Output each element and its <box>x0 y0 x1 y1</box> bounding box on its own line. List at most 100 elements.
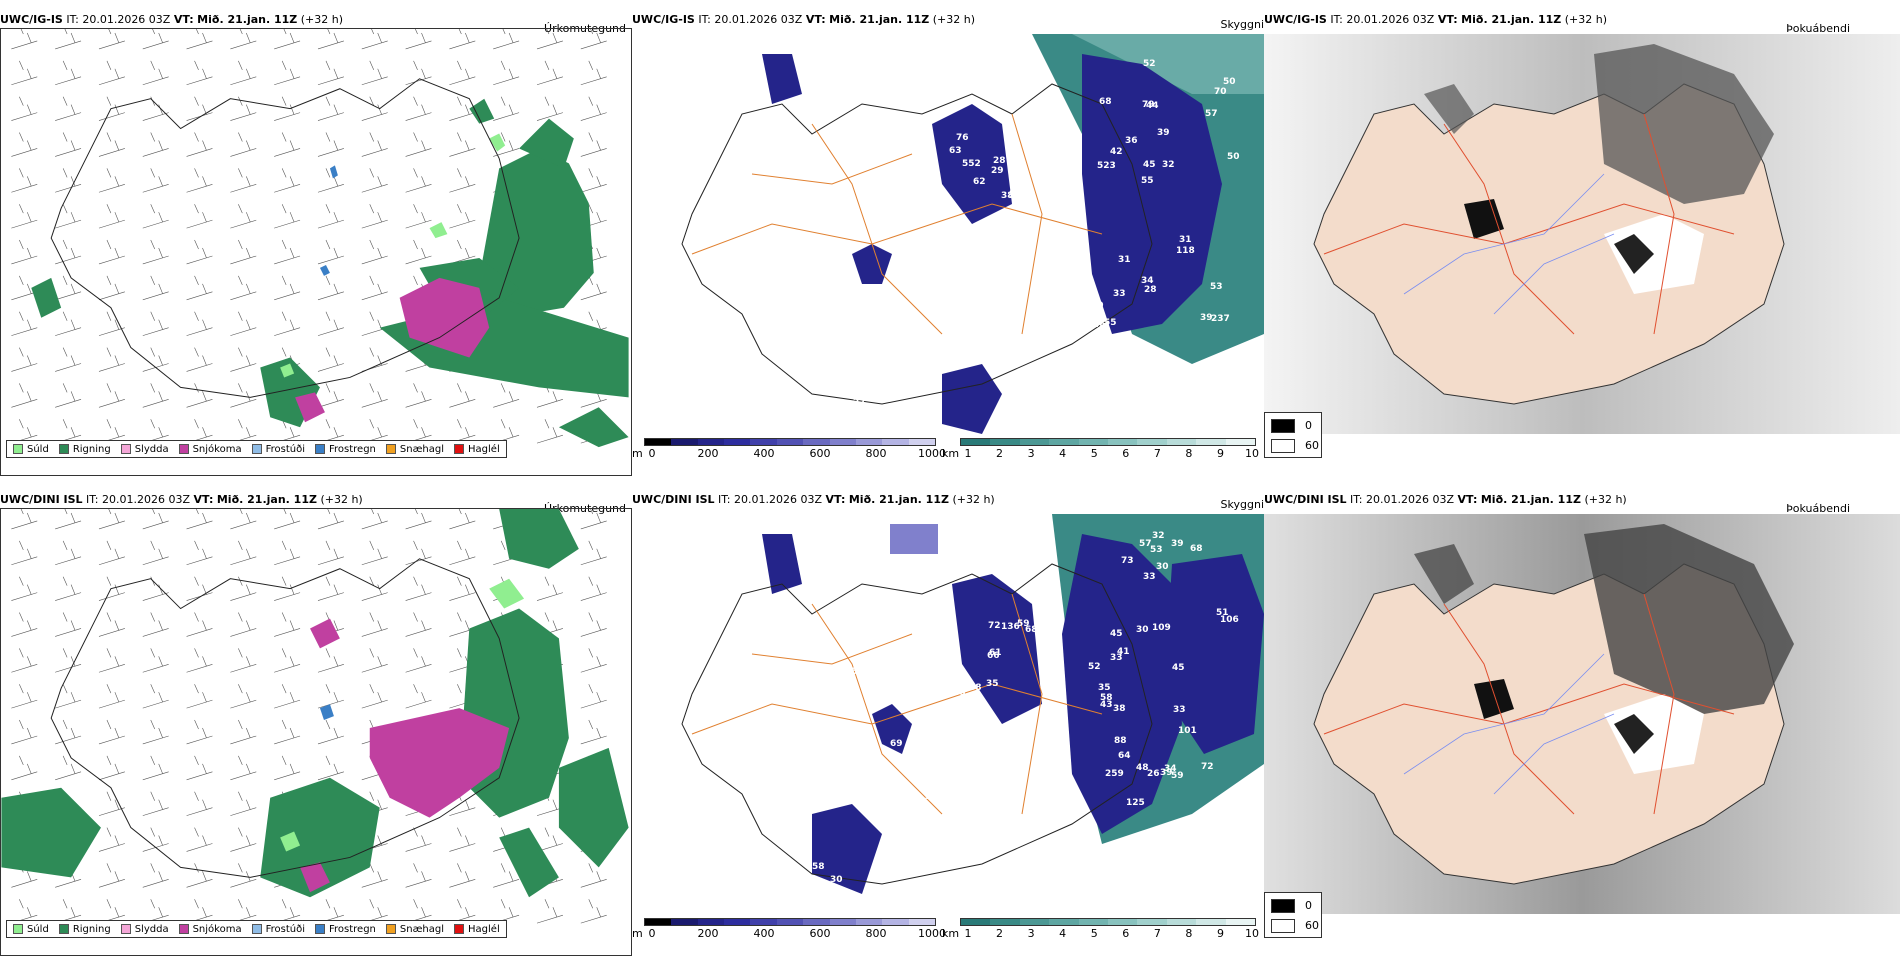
wind-barb <box>11 648 38 673</box>
vis-tick-label: 2 <box>996 927 1004 940</box>
terrain-colorbar-bar <box>644 918 936 926</box>
legend-item: Rigning <box>58 444 111 455</box>
terrain-tick-label: 600 <box>809 927 831 940</box>
visibility-value: 46 <box>804 155 817 165</box>
wind-barb <box>317 648 344 673</box>
wind-barb <box>580 132 607 157</box>
visibility-value: 29 <box>991 166 1004 176</box>
visibility-value: 45 <box>1110 629 1123 639</box>
legend-swatch <box>454 924 465 934</box>
visibility-value: 69 <box>890 739 903 749</box>
terrain-tick-label: 400 <box>753 927 775 940</box>
terrain-colorbar-segment <box>724 919 751 925</box>
vt-value: Mið. 21.jan. 11Z <box>197 13 298 26</box>
wind-barb <box>361 239 388 265</box>
precip-freezing-areas <box>319 165 338 276</box>
visibility-value: 106 <box>1220 615 1239 625</box>
panel-header: UWC/DINI ISL IT: 20.01.2026 03Z VT: Mið.… <box>632 492 995 508</box>
wind-barb <box>11 755 38 781</box>
wind-barb <box>142 275 169 301</box>
visibility-value: 29 <box>735 720 748 730</box>
wind-barb <box>230 576 257 601</box>
legend-item: Snjókoma <box>178 924 242 935</box>
vt-value: Mið. 21.jan. 11Z <box>848 493 949 506</box>
legend-item: Súld <box>13 444 49 455</box>
visibility-value: 32 <box>1152 531 1165 541</box>
vis-colorbar-segment <box>990 919 1020 925</box>
visibility-value: 76 <box>956 133 969 143</box>
terrain-unit: m <box>632 447 643 460</box>
wind-barb <box>98 827 125 852</box>
sea-area-north <box>890 524 938 554</box>
vis-tick-label: 9 <box>1216 447 1224 460</box>
terrain-colorbar-segment <box>697 439 725 445</box>
visibility-value: 101 <box>1178 726 1197 736</box>
visibility-value: 30 <box>1136 625 1149 635</box>
vis-tick-label: 2 <box>996 447 1004 460</box>
wind-barb <box>142 311 169 336</box>
terrain-colorbar: m 0 200 400 600 800 1000 <box>632 438 946 462</box>
wind-barb <box>186 132 213 157</box>
visibility-value: 107 <box>898 76 917 86</box>
vis-colorbar-segment <box>1225 919 1256 925</box>
it-label: IT: <box>698 13 711 26</box>
rivers <box>1403 173 1615 315</box>
wind-barb <box>361 29 388 50</box>
terrain-colorbar-segment <box>645 919 672 925</box>
wind-barb <box>317 29 344 50</box>
wind-barb <box>449 60 476 86</box>
wind-barb <box>98 684 125 709</box>
wind-barb <box>11 239 38 265</box>
panel-header: UWC/IG-IS IT: 20.01.2026 03Z VT: Mið. 21… <box>0 12 343 28</box>
vis-tick-label: 8 <box>1185 927 1193 940</box>
wind-barb <box>186 648 213 673</box>
wind-barb <box>274 612 301 637</box>
precip-legend: Súld Rigning Slydda Snjókoma Frostúði Fr… <box>6 440 507 458</box>
terrain-tick-label: 400 <box>753 447 775 460</box>
wind-barb <box>55 311 82 336</box>
panel-header: UWC/DINI ISL IT: 20.01.2026 03Z VT: Mið.… <box>0 492 363 508</box>
wind-barb <box>405 684 432 709</box>
precip-snow-areas <box>295 277 490 423</box>
road-network <box>691 113 1103 335</box>
visibility-value: 30 <box>1156 562 1169 572</box>
model-name: UWC/DINI ISL <box>632 493 715 506</box>
legend-swatch <box>13 444 23 454</box>
visibility-value: 39 <box>1200 313 1213 323</box>
wind-barb <box>11 347 38 372</box>
visibility-value: 35 <box>986 679 999 689</box>
terrain-colorbar-segment <box>908 439 935 445</box>
visibility-value: 50 <box>1227 152 1240 162</box>
wind-barb <box>536 576 563 601</box>
wind-barb <box>536 96 563 121</box>
visibility-value: 60 <box>1091 301 1104 311</box>
wind-barb <box>98 612 125 637</box>
wind-barb <box>98 383 125 408</box>
visibility-value: 36 <box>956 234 969 244</box>
visibility-value: 42 <box>1110 147 1123 157</box>
wind-barb <box>274 755 301 781</box>
vis-colorbar-segment <box>1078 919 1109 925</box>
model-name: UWC/IG-IS <box>1264 13 1327 26</box>
wind-barb <box>580 60 607 86</box>
vis-tick-label: 9 <box>1216 927 1224 940</box>
wind-barb <box>230 347 257 372</box>
legend-swatch <box>120 444 131 454</box>
fog-map <box>1264 514 1900 914</box>
wind-barb <box>230 612 257 637</box>
wind-barb <box>405 383 432 408</box>
fog-panel-bottom: UWC/DINI ISL IT: 20.01.2026 03Z VT: Mið.… <box>1264 492 1900 944</box>
wind-barb <box>580 576 607 601</box>
fog-map <box>1264 34 1900 434</box>
terrain-colorbar-segment <box>697 919 725 925</box>
terrain-colorbar-segment <box>724 439 751 445</box>
terrain-colorbar-segment <box>776 439 804 445</box>
vis-tick-label: 1 <box>964 447 972 460</box>
wind-barb <box>11 311 38 336</box>
vt-label: VT: <box>193 493 214 506</box>
wind-barb <box>317 719 344 745</box>
wind-barb <box>142 684 169 709</box>
vis-colorbar-segment <box>1019 439 1050 445</box>
wind-barb <box>55 275 82 301</box>
wind-barb <box>317 132 344 157</box>
